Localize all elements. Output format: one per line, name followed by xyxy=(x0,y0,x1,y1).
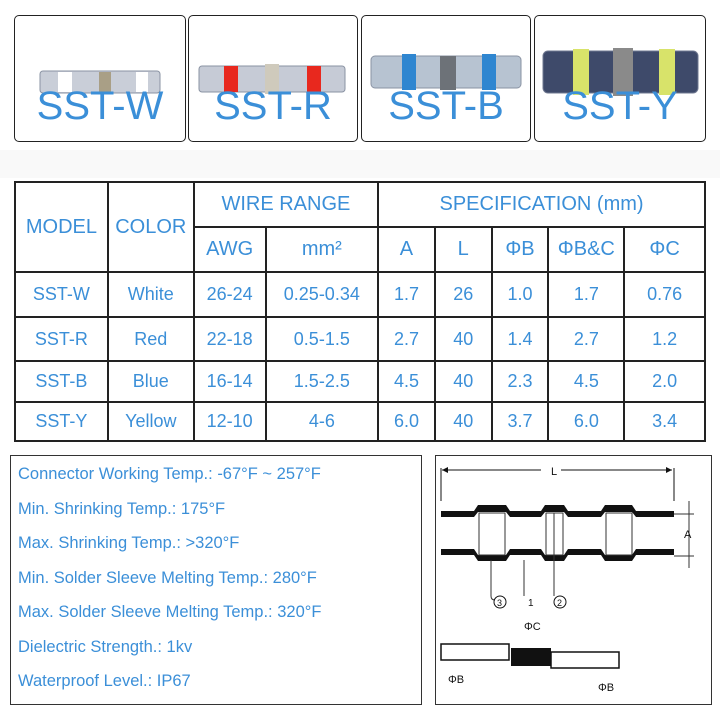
connector-image-red xyxy=(198,64,346,94)
product-card-sst-w: SST-W xyxy=(14,15,186,142)
product-card-sst-r: SST-R xyxy=(188,15,358,142)
spec-line: Connector Working Temp.: -67°F ~ 257°F xyxy=(18,465,321,483)
table-cell: Red xyxy=(106,316,195,362)
connector-image-white xyxy=(39,70,161,94)
table-cell: SST-R xyxy=(14,316,109,362)
specifications-box: Connector Working Temp.: -67°F ~ 257°F Mi… xyxy=(10,455,422,705)
connector-image-yellow xyxy=(542,48,699,96)
model-label: SST-Y xyxy=(562,84,678,128)
spec-line: Waterproof Level.: IP67 xyxy=(18,672,191,690)
label-phi-c: ΦC xyxy=(524,621,541,633)
table-cell: 1.7 xyxy=(547,271,626,318)
spec-line: Min. Shrinking Temp.: 175°F xyxy=(18,499,226,518)
table-row: SST-Y Yellow 12-10 4-6 6.0 40 3.7 6.0 3.4 xyxy=(14,401,706,442)
table-cell: 1.2 xyxy=(623,316,706,362)
product-card-sst-y: SST-Y xyxy=(534,15,706,142)
table-cell: 4-6 xyxy=(264,401,380,442)
table-cell: 0.76 xyxy=(623,271,706,318)
subheader: AWG xyxy=(192,226,267,273)
table-cell: 6.0 xyxy=(547,401,626,442)
table-cell: 26 xyxy=(433,271,493,318)
model-label: SST-W xyxy=(36,84,164,128)
table-cell: 12-10 xyxy=(192,401,267,442)
table-cell: 22-18 xyxy=(192,316,267,362)
table-cell: 26-24 xyxy=(192,271,267,318)
callout-1: 1 xyxy=(528,598,534,609)
table-cell: 3.4 xyxy=(623,401,706,442)
label-L: L xyxy=(551,466,557,478)
callout-2: 2 xyxy=(557,598,562,608)
table-cell: 2.3 xyxy=(490,360,550,403)
product-card-sst-b: SST-B xyxy=(361,15,531,142)
table-cell: 40 xyxy=(433,316,493,362)
table-row: SST-W White 26-24 0.25-0.34 1.7 26 1.0 1.7 0.76 xyxy=(14,271,706,318)
table-cell: 16-14 xyxy=(192,360,267,403)
table-cell: 2.7 xyxy=(377,316,436,362)
table-cell: 1.4 xyxy=(490,316,550,362)
divider-band xyxy=(0,150,720,178)
spec-line: Dielectric Strength.: 1kv xyxy=(18,637,193,656)
spec-table: MODEL COLOR WIRE RANGE SPECIFICATION (mm… xyxy=(14,181,706,442)
table-cell: SST-Y xyxy=(14,401,109,442)
table-cell: 4.5 xyxy=(547,360,626,403)
spec-line: Min. Solder Sleeve Melting Temp.: 280°F xyxy=(18,568,317,587)
model-label: SST-R xyxy=(214,84,332,128)
header-specification: SPECIFICATION (mm) xyxy=(377,181,706,228)
table-cell: 3.7 xyxy=(490,401,550,442)
table-cell: 0.25-0.34 xyxy=(264,271,380,318)
table-cell: 4.5 xyxy=(377,360,436,403)
table-cell: 6.0 xyxy=(377,401,436,442)
table-cell: 40 xyxy=(433,401,493,442)
label-phi-b-left: ΦB xyxy=(448,674,464,686)
spec-line: Max. Shrinking Temp.: >320°F xyxy=(18,534,240,552)
table-cell: 40 xyxy=(433,360,493,403)
label-phi-b-right: ΦB xyxy=(598,682,614,694)
subheader: ΦB&C xyxy=(547,226,626,273)
table-cell: SST-B xyxy=(14,360,109,403)
subheader: ΦB xyxy=(490,226,550,273)
table-cell: 1.0 xyxy=(490,271,550,318)
table-cell: 2.7 xyxy=(547,316,626,362)
spec-line: Max. Solder Sleeve Melting Temp.: 320°F xyxy=(18,603,322,621)
header-wire-range: WIRE RANGE xyxy=(192,181,380,228)
table-cell: Blue xyxy=(106,360,195,403)
subheader: mm² xyxy=(264,226,380,273)
callout-3: 3 xyxy=(497,598,502,608)
table-cell: White xyxy=(106,271,195,318)
table-cell: Yellow xyxy=(106,401,195,442)
dimension-diagram: L A 3 1 2 ΦC ΦB ΦB xyxy=(435,455,712,705)
subheader: A xyxy=(377,226,436,273)
table-cell: 2.0 xyxy=(623,360,706,403)
table-row: SST-B Blue 16-14 1.5-2.5 4.5 40 2.3 4.5 2.0 xyxy=(14,360,706,403)
table-cell: 1.7 xyxy=(377,271,436,318)
table-cell: 1.5-2.5 xyxy=(264,360,380,403)
subheader: ΦC xyxy=(623,226,706,273)
header-model: MODEL xyxy=(14,181,109,273)
connector-image-blue xyxy=(370,54,522,90)
header-color: COLOR xyxy=(106,181,195,273)
table-cell: 0.5-1.5 xyxy=(264,316,380,362)
model-label: SST-B xyxy=(388,84,504,128)
table-row: SST-R Red 22-18 0.5-1.5 2.7 40 1.4 2.7 1.2 xyxy=(14,316,706,362)
label-A: A xyxy=(684,529,692,541)
subheader: L xyxy=(433,226,493,273)
table-cell: SST-W xyxy=(14,271,109,318)
